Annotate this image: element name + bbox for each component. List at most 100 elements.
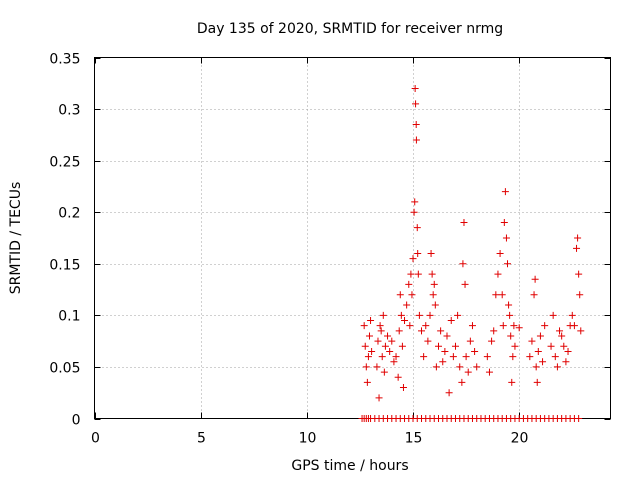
data-point bbox=[386, 347, 394, 355]
data-point bbox=[360, 322, 368, 330]
grid bbox=[94, 57, 611, 419]
data-point bbox=[461, 280, 469, 288]
y-tick-label: 0.2 bbox=[58, 206, 80, 222]
data-point bbox=[456, 363, 464, 371]
data-point bbox=[462, 353, 470, 361]
data-point bbox=[510, 322, 518, 330]
data-point bbox=[394, 373, 402, 381]
data-point bbox=[496, 249, 504, 257]
y-tick-label: 0.05 bbox=[49, 361, 80, 377]
data-point bbox=[466, 337, 474, 345]
data-point bbox=[397, 311, 405, 319]
data-point bbox=[494, 270, 502, 278]
data-point bbox=[459, 260, 467, 268]
data-point bbox=[415, 311, 423, 319]
y-tick-label: 0 bbox=[72, 413, 81, 429]
data-point bbox=[392, 353, 400, 361]
data-point bbox=[367, 317, 375, 325]
x-tick-label: 20 bbox=[511, 431, 529, 447]
data-point bbox=[515, 324, 523, 332]
plot-frame bbox=[94, 57, 611, 419]
data-point bbox=[533, 378, 541, 386]
data-point bbox=[427, 249, 435, 257]
data-point bbox=[506, 311, 514, 319]
data-point bbox=[570, 322, 578, 330]
data-point bbox=[508, 378, 516, 386]
x-tick-label: 5 bbox=[197, 431, 206, 447]
data-point bbox=[549, 311, 557, 319]
data-point bbox=[551, 353, 559, 361]
data-point bbox=[447, 317, 455, 325]
data-point bbox=[473, 363, 481, 371]
data-point bbox=[412, 121, 420, 129]
data-point bbox=[531, 275, 539, 283]
data-point bbox=[536, 332, 544, 340]
data-point bbox=[365, 332, 373, 340]
data-point bbox=[441, 347, 449, 355]
data-point bbox=[390, 358, 398, 366]
y-axis-tick-labels: 0 0.05 0.1 0.15 0.2 0.25 0.3 0.35 bbox=[49, 52, 80, 429]
data-point bbox=[379, 311, 387, 319]
data-point bbox=[490, 327, 498, 335]
data-point bbox=[511, 342, 519, 350]
data-point bbox=[414, 270, 422, 278]
data-point bbox=[429, 291, 437, 299]
data-point bbox=[492, 291, 500, 299]
data-point bbox=[376, 322, 384, 330]
data-point bbox=[418, 327, 426, 335]
data-point bbox=[403, 301, 411, 309]
data-point bbox=[413, 224, 421, 232]
data-point bbox=[547, 342, 555, 350]
data-point bbox=[430, 280, 438, 288]
data-point bbox=[363, 378, 371, 386]
data-point bbox=[507, 332, 515, 340]
data-point bbox=[509, 353, 517, 361]
data-point bbox=[428, 270, 436, 278]
data-point bbox=[412, 100, 420, 108]
data-point bbox=[468, 322, 476, 330]
axis-ticks bbox=[94, 57, 611, 420]
data-point bbox=[505, 301, 513, 309]
data-point bbox=[568, 311, 576, 319]
data-point bbox=[443, 332, 451, 340]
y-tick-label: 0.1 bbox=[58, 309, 80, 325]
x-tick-label: 0 bbox=[91, 431, 100, 447]
data-point bbox=[401, 317, 409, 325]
data-point bbox=[526, 353, 534, 361]
data-point bbox=[378, 353, 386, 361]
data-point bbox=[407, 270, 415, 278]
data-point bbox=[483, 353, 491, 361]
data-point bbox=[374, 337, 382, 345]
data-point bbox=[464, 368, 472, 376]
data-point bbox=[432, 363, 440, 371]
x-tick-label: 15 bbox=[405, 431, 423, 447]
data-point bbox=[499, 322, 507, 330]
data-point bbox=[395, 327, 403, 335]
data-point bbox=[451, 342, 459, 350]
data-point bbox=[435, 342, 442, 350]
data-point bbox=[388, 337, 396, 345]
data-point bbox=[362, 363, 370, 371]
data-point bbox=[373, 363, 381, 371]
y-tick-label: 0.3 bbox=[58, 103, 80, 119]
data-point bbox=[454, 311, 462, 319]
data-point bbox=[504, 260, 512, 268]
data-point bbox=[411, 84, 419, 92]
data-point bbox=[575, 415, 583, 422]
data-point bbox=[368, 347, 376, 355]
data-point bbox=[424, 337, 432, 345]
data-point bbox=[541, 322, 549, 330]
data-point bbox=[408, 291, 416, 299]
data-point bbox=[420, 353, 428, 361]
data-point bbox=[399, 384, 407, 392]
y-tick-label: 0.35 bbox=[49, 52, 80, 68]
data-point bbox=[573, 244, 581, 252]
data-point bbox=[426, 311, 434, 319]
data-point bbox=[498, 291, 506, 299]
data-point bbox=[405, 280, 413, 288]
data-point bbox=[530, 291, 538, 299]
data-point bbox=[449, 353, 457, 361]
data-point bbox=[409, 255, 417, 263]
data-points bbox=[358, 84, 585, 422]
